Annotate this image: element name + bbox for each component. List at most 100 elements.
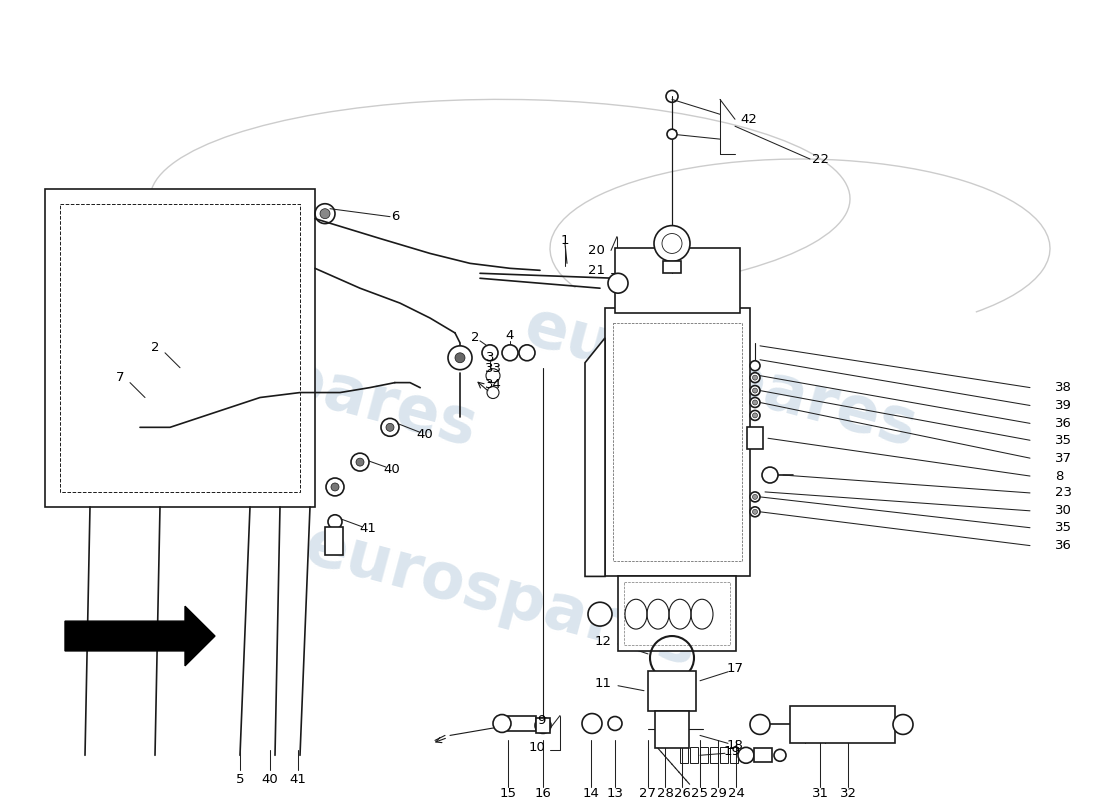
Text: 36: 36 — [1055, 539, 1071, 552]
Text: 22: 22 — [812, 153, 829, 166]
Text: 8: 8 — [1055, 470, 1064, 482]
Text: 5: 5 — [235, 773, 244, 786]
Circle shape — [608, 274, 628, 293]
Circle shape — [893, 714, 913, 734]
Circle shape — [750, 410, 760, 420]
Text: 23: 23 — [1055, 486, 1072, 499]
Bar — [720, 747, 728, 763]
Circle shape — [750, 386, 760, 395]
Circle shape — [502, 345, 518, 361]
Bar — [536, 718, 550, 734]
Text: 31: 31 — [812, 786, 828, 799]
Bar — [680, 747, 688, 763]
Bar — [754, 748, 772, 762]
Text: 30: 30 — [1055, 504, 1071, 518]
Text: 26: 26 — [673, 786, 691, 799]
Text: 9: 9 — [537, 714, 544, 727]
Circle shape — [750, 398, 760, 407]
Circle shape — [750, 361, 760, 370]
Text: 12: 12 — [595, 634, 612, 647]
Circle shape — [750, 492, 760, 502]
Circle shape — [519, 345, 535, 361]
Text: 34: 34 — [485, 378, 502, 391]
Text: 42: 42 — [740, 113, 757, 126]
Text: 13: 13 — [606, 786, 624, 799]
Circle shape — [356, 458, 364, 466]
Circle shape — [326, 478, 344, 496]
Text: 41: 41 — [360, 522, 376, 535]
Circle shape — [381, 418, 399, 436]
Text: 39: 39 — [1055, 399, 1071, 412]
Bar — [508, 715, 536, 731]
Bar — [605, 308, 750, 577]
Text: 29: 29 — [710, 786, 726, 799]
Text: 19: 19 — [724, 745, 740, 758]
Text: 4: 4 — [506, 330, 514, 342]
Text: 40: 40 — [384, 462, 400, 475]
Bar — [700, 747, 708, 763]
Text: eurospares: eurospares — [77, 295, 483, 460]
Circle shape — [752, 375, 758, 380]
Bar — [654, 710, 689, 748]
Circle shape — [752, 388, 758, 393]
Text: 37: 37 — [1055, 452, 1072, 465]
Text: 3: 3 — [486, 351, 494, 364]
Bar — [624, 582, 730, 645]
Text: 18: 18 — [727, 739, 744, 752]
Bar — [690, 747, 698, 763]
Circle shape — [752, 510, 758, 514]
Circle shape — [386, 423, 394, 431]
Text: 10: 10 — [528, 741, 544, 754]
Text: 20: 20 — [588, 244, 605, 257]
Polygon shape — [65, 606, 214, 666]
Text: 2: 2 — [471, 331, 480, 344]
Circle shape — [320, 209, 330, 218]
Bar — [790, 706, 895, 743]
Circle shape — [493, 714, 512, 733]
Circle shape — [667, 129, 676, 139]
Text: 35: 35 — [1055, 522, 1072, 534]
Circle shape — [582, 714, 602, 734]
Text: 25: 25 — [692, 786, 708, 799]
Text: 2: 2 — [151, 342, 160, 354]
Text: 11: 11 — [595, 678, 612, 690]
Circle shape — [482, 345, 498, 361]
Circle shape — [331, 483, 339, 491]
Bar — [747, 427, 763, 449]
Text: 38: 38 — [1055, 381, 1071, 394]
Text: 40: 40 — [262, 773, 278, 786]
Circle shape — [750, 507, 760, 517]
Text: 27: 27 — [639, 786, 657, 799]
Polygon shape — [585, 338, 605, 577]
Circle shape — [608, 717, 622, 730]
Text: eurospares: eurospares — [297, 514, 703, 678]
Text: 35: 35 — [1055, 434, 1072, 446]
Text: 15: 15 — [499, 786, 517, 799]
Text: 6: 6 — [390, 210, 399, 223]
Circle shape — [750, 714, 770, 734]
Circle shape — [654, 226, 690, 262]
Text: 16: 16 — [535, 786, 551, 799]
Bar — [663, 262, 681, 274]
Text: 7: 7 — [116, 371, 124, 384]
Bar — [615, 249, 740, 313]
Text: 33: 33 — [484, 362, 502, 375]
Circle shape — [328, 514, 342, 529]
Circle shape — [752, 413, 758, 418]
Bar — [618, 577, 736, 651]
Circle shape — [535, 718, 551, 734]
Bar — [60, 204, 300, 492]
Text: 21: 21 — [588, 264, 605, 277]
Circle shape — [750, 373, 760, 382]
Bar — [648, 671, 696, 710]
Bar — [613, 323, 742, 562]
Text: 17: 17 — [726, 662, 744, 675]
Circle shape — [588, 602, 612, 626]
Circle shape — [486, 369, 500, 382]
Circle shape — [752, 494, 758, 499]
Text: 28: 28 — [657, 786, 673, 799]
Text: eurospares: eurospares — [517, 295, 923, 460]
Circle shape — [487, 386, 499, 398]
Text: 36: 36 — [1055, 417, 1071, 430]
Text: 24: 24 — [727, 786, 745, 799]
